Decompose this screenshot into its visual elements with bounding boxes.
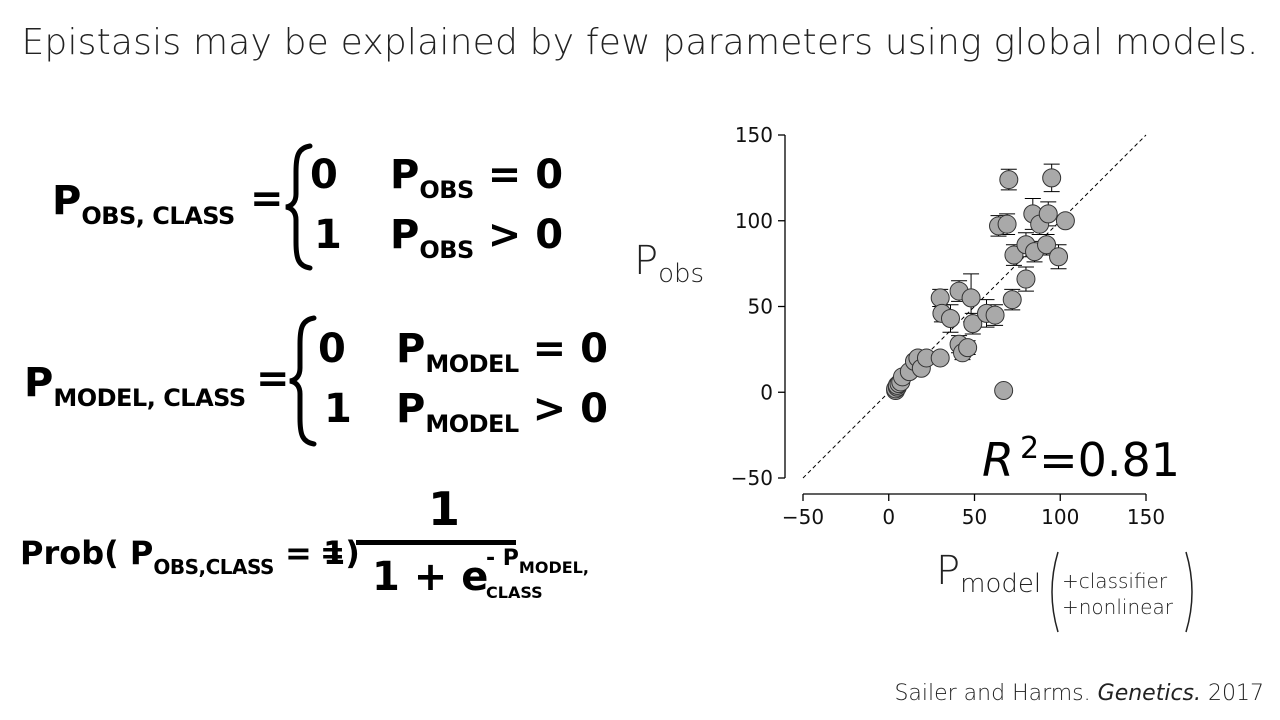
reference-line-group bbox=[802, 134, 1147, 479]
eq2-case2-cond-main: P bbox=[396, 386, 426, 432]
eq3-lhs: Prob( POBS,CLASS = 1) bbox=[20, 534, 360, 579]
x-tick-label: 0 bbox=[882, 505, 895, 529]
data-point bbox=[997, 214, 1017, 234]
y-axis-label: Pobs bbox=[634, 238, 704, 289]
eq1-case1-cond-main: P bbox=[390, 152, 420, 198]
eq1-lhs: POBS, CLASS bbox=[52, 178, 235, 230]
eq2-brace-icon bbox=[289, 315, 317, 447]
eq2-equals: = bbox=[256, 356, 290, 402]
eq2-case2-cond-rel: > 0 bbox=[532, 386, 608, 432]
eq3-fraction-bar bbox=[356, 540, 516, 545]
eq1-case1-value: 0 bbox=[310, 152, 338, 198]
chart-axes: −50 0 50 100 150 −50 0 50 100 150 bbox=[731, 123, 1165, 529]
page-title: Epistasis may be explained by few parame… bbox=[21, 22, 1259, 63]
eq3-lhs-prefix: Prob( P bbox=[20, 534, 154, 572]
eq3-exponent-sub: MODEL, CLASS bbox=[486, 558, 589, 602]
eq1-lhs-sub: OBS, CLASS bbox=[81, 202, 235, 230]
eq2-lhs-sub: MODEL, CLASS bbox=[53, 384, 246, 412]
eq2-lhs: PMODEL, CLASS bbox=[24, 360, 246, 412]
reference-line bbox=[802, 134, 1147, 479]
eq2-case1-cond-rel: = 0 bbox=[532, 326, 608, 372]
eq3-denominator-main: 1 + e bbox=[372, 554, 489, 600]
citation-authors: Sailer and Harms. bbox=[894, 681, 1091, 706]
eq1-case2-value: 1 bbox=[314, 212, 342, 258]
eq2-case1-cond-sub: MODEL bbox=[425, 350, 519, 378]
eq1-case1-cond-sub: OBS bbox=[419, 176, 474, 204]
x-tick-label: −50 bbox=[782, 505, 824, 529]
eq1-equals: = bbox=[250, 176, 284, 222]
r-squared-annotation: R 2=0.81 bbox=[982, 431, 1180, 487]
y-tick-label: 0 bbox=[760, 380, 773, 404]
data-point bbox=[1002, 290, 1022, 310]
eq3-exponent: - PMODEL, CLASS bbox=[486, 546, 640, 602]
eq2-case1-cond-main: P bbox=[396, 326, 426, 372]
note-right-paren bbox=[1185, 551, 1193, 633]
eq3-equals: = bbox=[320, 536, 346, 571]
data-point bbox=[985, 305, 1005, 325]
note-left-paren bbox=[1051, 551, 1059, 633]
eq3-numerator: 1 bbox=[428, 482, 461, 536]
data-point bbox=[1016, 269, 1036, 289]
eq1-case1-condition: POBS = 0 bbox=[390, 152, 564, 204]
data-point bbox=[1049, 247, 1069, 267]
eq2-case2-condition: PMODEL > 0 bbox=[396, 386, 608, 438]
data-point bbox=[930, 348, 950, 368]
y-tick-label: 100 bbox=[735, 209, 773, 233]
scatter-chart: −50 0 50 100 150 −50 0 50 100 150 Pobs Pmodel +clas… bbox=[634, 123, 1193, 633]
eq2-case2-value: 1 bbox=[324, 386, 352, 432]
data-point bbox=[1042, 168, 1062, 188]
data-point bbox=[958, 338, 978, 358]
citation: Sailer and Harms. Genetics. 2017 bbox=[894, 681, 1264, 706]
eq1-case2-condition: POBS > 0 bbox=[390, 212, 564, 264]
data-point bbox=[1055, 211, 1075, 231]
eq1-lhs-main: P bbox=[52, 178, 82, 224]
eq2-case2-cond-sub: MODEL bbox=[425, 410, 519, 438]
eq1-case1-cond-rel: = 0 bbox=[487, 152, 564, 198]
data-point bbox=[999, 170, 1019, 190]
x-tick-label: 100 bbox=[1041, 505, 1079, 529]
citation-year: 2017 bbox=[1208, 681, 1264, 706]
data-point bbox=[963, 314, 983, 334]
eq1-case2-cond-main: P bbox=[390, 212, 420, 258]
citation-journal: Genetics. bbox=[1097, 681, 1201, 706]
y-tick-label: 50 bbox=[748, 295, 773, 319]
y-tick-label: −50 bbox=[731, 466, 773, 490]
eq2-lhs-main: P bbox=[24, 360, 54, 406]
x-tick-label: 150 bbox=[1127, 505, 1165, 529]
equation-probability: Prob( POBS,CLASS = 1) = 1 1 + e - PMODEL… bbox=[20, 482, 640, 618]
data-point bbox=[1038, 204, 1058, 224]
eq3-denominator: 1 + e bbox=[372, 554, 488, 600]
eq1-brace-icon bbox=[285, 143, 313, 271]
x-axis-note: +nonlinear bbox=[1062, 595, 1174, 619]
eq3-exponent-prefix: - P bbox=[486, 546, 519, 571]
data-point bbox=[1037, 235, 1057, 255]
data-point bbox=[961, 288, 981, 308]
eq1-case2-cond-sub: OBS bbox=[419, 236, 474, 264]
eq2-case1-value: 0 bbox=[318, 326, 346, 372]
y-tick-label: 150 bbox=[735, 123, 773, 147]
data-point bbox=[994, 381, 1014, 401]
equation-obs-class: POBS, CLASS = 0 POBS = 0 1 POBS > 0 bbox=[52, 143, 612, 278]
equation-model-class: PMODEL, CLASS = 0 PMODEL = 0 1 PMODEL > … bbox=[24, 315, 624, 470]
eq1-case2-cond-rel: > 0 bbox=[487, 212, 564, 258]
eq2-case1-condition: PMODEL = 0 bbox=[396, 326, 608, 378]
eq3-lhs-suffix: = 1) bbox=[285, 534, 360, 572]
eq3-lhs-sub: OBS,CLASS bbox=[153, 555, 274, 579]
x-axis-label: Pmodel bbox=[936, 548, 1041, 599]
chart-labels-group: Pobs Pmodel +classifier+nonlinear R 2=0.81 bbox=[634, 238, 1193, 633]
x-axis-note: +classifier bbox=[1062, 569, 1168, 593]
data-point bbox=[940, 309, 960, 329]
data-points-group bbox=[886, 163, 1075, 401]
x-tick-label: 50 bbox=[962, 505, 987, 529]
